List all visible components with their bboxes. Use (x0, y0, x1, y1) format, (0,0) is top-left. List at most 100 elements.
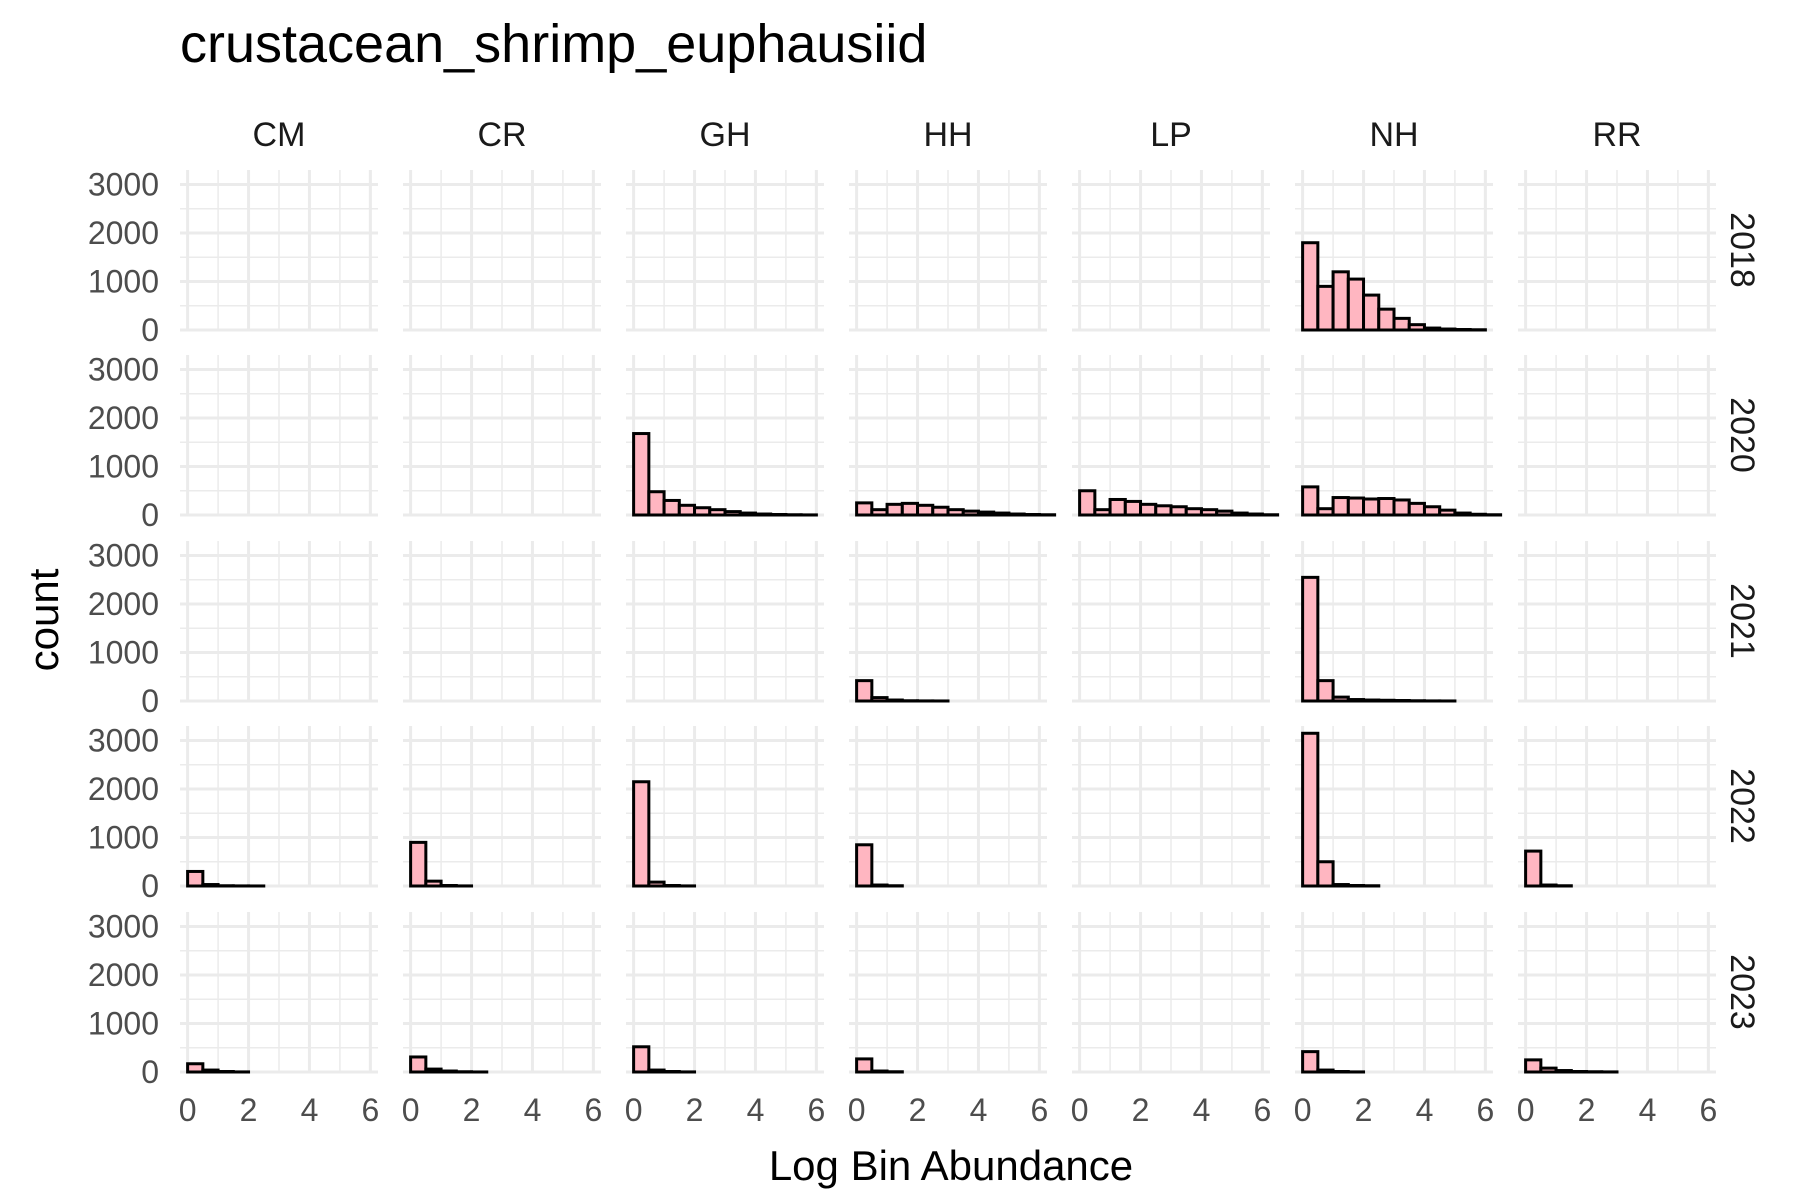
x-tick-label: 6 (361, 1092, 379, 1128)
y-tick-label: 2000 (88, 215, 159, 251)
histogram-bar (1407, 501, 1426, 517)
histogram-bar (1199, 508, 1219, 517)
bars-layer (186, 241, 1619, 1074)
x-tick-label: 0 (179, 1092, 197, 1128)
histogram-bar (1316, 507, 1335, 517)
y-tick-label: 2000 (88, 957, 159, 993)
histogram-bar (1407, 323, 1426, 332)
facet-column-label: CR (477, 116, 526, 154)
histogram-bar (662, 498, 681, 517)
y-tick-label: 3000 (88, 167, 159, 203)
histogram-bar (647, 880, 666, 888)
facet-row-label: 2020 (1723, 397, 1761, 473)
histogram-bar (708, 508, 727, 517)
histogram-bar (976, 510, 996, 517)
histogram-bar (1245, 512, 1264, 517)
histogram-bar (1316, 679, 1335, 703)
histogram-bar (201, 1068, 220, 1074)
histogram-bar (1362, 698, 1381, 703)
x-tick-label: 4 (1416, 1092, 1434, 1128)
histogram-bar (900, 501, 920, 517)
histogram-bar (1108, 497, 1127, 517)
histogram-bar (931, 505, 950, 517)
x-tick-label: 0 (625, 1092, 643, 1128)
histogram-bar (693, 506, 712, 517)
histogram-bar (870, 508, 889, 517)
histogram-bar (1392, 498, 1411, 517)
histogram-bar (1346, 496, 1366, 517)
histogram-bar (885, 502, 904, 517)
histogram-bar (1377, 307, 1396, 332)
histogram-bar (1539, 1066, 1558, 1074)
histogram-bar (632, 780, 651, 888)
facet-column-label: LP (1150, 116, 1192, 154)
histogram-bar (946, 508, 965, 517)
x-tick-label: 6 (584, 1092, 602, 1128)
grid-layer (180, 170, 1716, 1074)
y-tick-label: 3000 (88, 538, 159, 574)
facet-strips: CM CR GH HH LP NH RR 2018 2020 2021 2022 2023 (253, 116, 1761, 1030)
histogram-bar (1392, 316, 1411, 332)
histogram-bar (1453, 511, 1472, 517)
histogram-bar (1346, 277, 1366, 332)
histogram-bar (1123, 499, 1143, 517)
x-tick-label: 4 (1639, 1092, 1657, 1128)
histogram-bar (1078, 489, 1097, 517)
histogram-bar (1468, 512, 1487, 517)
histogram-bar (1139, 502, 1158, 517)
x-tick-label: 2 (1132, 1092, 1150, 1128)
histogram-bar (738, 511, 757, 517)
facet-row-label: 2018 (1723, 212, 1761, 288)
x-tick-label: 0 (1071, 1092, 1089, 1128)
histogram-bar (632, 1045, 651, 1074)
y-tick-label: 0 (141, 683, 159, 719)
histogram-bar (1169, 505, 1188, 517)
histogram-bar (870, 883, 889, 888)
y-tick-label: 1000 (88, 635, 159, 671)
x-tick-label: 6 (1030, 1092, 1048, 1128)
histogram-bar (1093, 508, 1112, 517)
x-tick-label: 4 (970, 1092, 988, 1128)
histogram-bar (1316, 1068, 1335, 1074)
histogram-bar (855, 679, 874, 703)
histogram-bar (632, 432, 651, 517)
y-tick-label: 2000 (88, 400, 159, 436)
histogram-bar (1377, 698, 1396, 703)
histogram-bar (1154, 504, 1173, 517)
x-tick-label: 0 (1517, 1092, 1535, 1128)
y-tick-label: 1000 (88, 449, 159, 485)
histogram-bar (1301, 241, 1320, 332)
chart-title: crustacean_shrimp_euphausiid (180, 14, 928, 74)
x-tick-label: 0 (1294, 1092, 1312, 1128)
histogram-bar (409, 840, 428, 888)
x-tick-label: 4 (301, 1092, 319, 1128)
histogram-bar (677, 503, 697, 517)
x-tick-label: 2 (686, 1092, 704, 1128)
facet-column-label: RR (1592, 116, 1641, 154)
histogram-bar (201, 883, 220, 888)
histogram-bar (647, 1068, 666, 1074)
histogram-bar (1346, 698, 1366, 703)
histogram-bar (1377, 497, 1396, 517)
histogram-bar (647, 490, 666, 517)
x-tick-label: 2 (240, 1092, 258, 1128)
histogram-bar (1524, 849, 1543, 888)
x-tick-label: 4 (747, 1092, 765, 1128)
y-tick-label: 1000 (88, 264, 159, 300)
histogram-bar (1422, 505, 1442, 517)
y-tick-label: 1000 (88, 1006, 159, 1042)
facet-row-label: 2023 (1723, 954, 1761, 1030)
histogram-bar (992, 511, 1011, 517)
histogram-bar (1554, 1069, 1573, 1074)
histogram-bar (870, 696, 889, 703)
y-tick-label: 0 (141, 1054, 159, 1090)
facet-column-label: CM (253, 116, 306, 154)
x-tick-label: 4 (524, 1092, 542, 1128)
histogram-bar (186, 1062, 205, 1074)
facet-column-label: HH (923, 116, 972, 154)
y-tick-label: 2000 (88, 586, 159, 622)
histogram-bar (1524, 1058, 1543, 1074)
x-tick-label: 6 (1476, 1092, 1494, 1128)
facet-column-label: NH (1369, 116, 1418, 154)
